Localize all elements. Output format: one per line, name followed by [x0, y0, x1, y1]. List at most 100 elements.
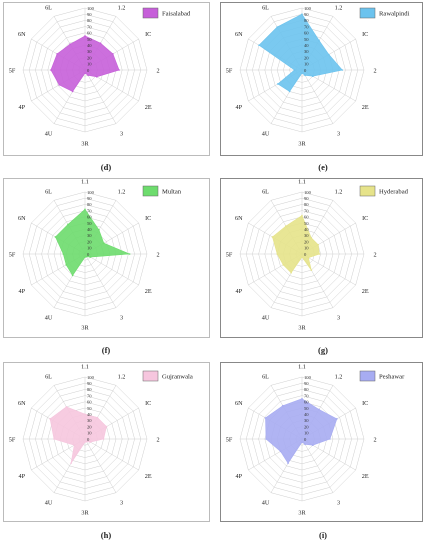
data-point-2E	[96, 76, 98, 78]
legend-swatch	[359, 370, 376, 382]
data-point-4P	[73, 444, 76, 447]
tick-label: 70	[304, 393, 309, 398]
data-point-4P	[282, 264, 285, 266]
data-point-3	[310, 269, 313, 271]
data-point-2	[341, 69, 344, 71]
legend-label: Peshawar	[379, 374, 405, 381]
axis-label-2E: 2E	[145, 473, 152, 480]
axis-label-5F: 5F	[9, 252, 16, 259]
axis-label-5F: 5F	[9, 437, 16, 444]
axis-label-2E: 2E	[362, 104, 369, 111]
tick-label: 40	[304, 227, 309, 232]
tick-label: 40	[304, 412, 309, 417]
tick-label: 70	[87, 208, 92, 213]
grid-spoke	[301, 69, 334, 124]
axis-label-6L: 6L	[262, 373, 269, 380]
axis-label-4U: 4U	[45, 315, 53, 322]
data-point-3R	[84, 72, 86, 74]
legend-label: Multan	[162, 189, 182, 196]
grid-spoke	[84, 253, 139, 286]
tick-label: 80	[304, 202, 309, 207]
tick-label: 100	[304, 375, 312, 380]
axis-label-3R: 3R	[81, 510, 89, 517]
tick-label: 50	[87, 221, 92, 226]
tick-label: 80	[87, 202, 92, 207]
tick-label: 40	[304, 43, 309, 48]
axis-label-4U: 4U	[45, 500, 53, 507]
tick-label: 10	[87, 246, 92, 251]
data-point-1.1	[84, 413, 86, 416]
data-point-3R	[301, 256, 303, 258]
axis-label-4P: 4P	[19, 288, 26, 295]
data-point-4P	[58, 84, 61, 86]
axis-label-5F: 5F	[9, 68, 16, 75]
axis-label-3R: 3R	[81, 325, 89, 332]
panel-label-f: (f)	[101, 345, 111, 355]
axis-label-2: 2	[373, 68, 376, 75]
axis-label-1.2: 1.2	[118, 188, 126, 195]
axis-label-2E: 2E	[362, 473, 369, 480]
data-point-2E	[89, 256, 92, 258]
data-point-6L	[67, 223, 69, 226]
axis-label-4P: 4P	[236, 104, 243, 111]
tick-label: 80	[87, 18, 92, 23]
data-point-3	[304, 74, 306, 77]
data-point-5F	[293, 69, 296, 71]
axis-label-4P: 4P	[19, 104, 26, 111]
data-point-5F	[265, 438, 267, 440]
axis-label-IC: IC	[145, 400, 151, 407]
axis-label-5F: 5F	[226, 68, 233, 75]
tick-label: 60	[304, 31, 309, 36]
data-point-IC	[102, 242, 105, 244]
axis-label-6L: 6L	[262, 188, 269, 195]
axis-label-2E: 2E	[145, 288, 152, 295]
tick-label: 10	[304, 62, 309, 67]
axis-label-3: 3	[337, 500, 340, 507]
tick-label: 60	[304, 215, 309, 220]
axis-label-2: 2	[373, 437, 376, 444]
data-point-1.2	[99, 42, 102, 44]
axis-label-1.1: 1.1	[298, 364, 306, 371]
tick-label: 20	[87, 239, 92, 244]
axis-label-6N: 6N	[235, 215, 243, 222]
tick-label: 0	[87, 252, 90, 257]
tick-label: 10	[304, 246, 309, 251]
data-point-6N	[264, 417, 267, 419]
data-point-6N	[56, 53, 58, 55]
tick-label: 80	[87, 387, 92, 392]
axis-label-1.2: 1.2	[335, 373, 343, 380]
tick-label: 50	[87, 406, 92, 411]
tick-label: 90	[304, 196, 309, 201]
tick-label: 30	[304, 418, 309, 423]
panel-label-d: (d)	[100, 162, 112, 172]
tick-label: 70	[304, 208, 309, 213]
axis-label-4U: 4U	[262, 315, 270, 322]
tick-label: 90	[304, 12, 309, 17]
axis-label-4P: 4P	[236, 473, 243, 480]
data-point-6N	[271, 236, 274, 238]
data-point-4U	[71, 274, 74, 277]
panel-label-e: (e)	[318, 162, 328, 172]
tick-label: 10	[304, 431, 309, 436]
axis-label-3R: 3R	[298, 325, 306, 332]
panel-label-i: (i)	[318, 530, 328, 540]
legend-swatch	[359, 185, 376, 197]
axis-label-6L: 6L	[45, 4, 52, 11]
axis-label-3: 3	[120, 500, 123, 507]
axis-label-2E: 2E	[145, 104, 152, 111]
series-area	[272, 215, 320, 274]
axis-label-3: 3	[337, 131, 340, 138]
tick-label: 20	[304, 424, 309, 429]
series-area	[265, 398, 338, 464]
legend-label: Faisalabad	[162, 11, 191, 18]
axis-label-6N: 6N	[18, 400, 26, 407]
data-point-1.2	[96, 416, 99, 419]
axis-label-5F: 5F	[226, 252, 233, 259]
data-point-2	[318, 253, 321, 255]
axis-label-1.2: 1.2	[335, 188, 343, 195]
tick-label: 20	[87, 55, 92, 60]
tick-label: 0	[304, 68, 307, 73]
data-point-1.2	[310, 237, 313, 239]
